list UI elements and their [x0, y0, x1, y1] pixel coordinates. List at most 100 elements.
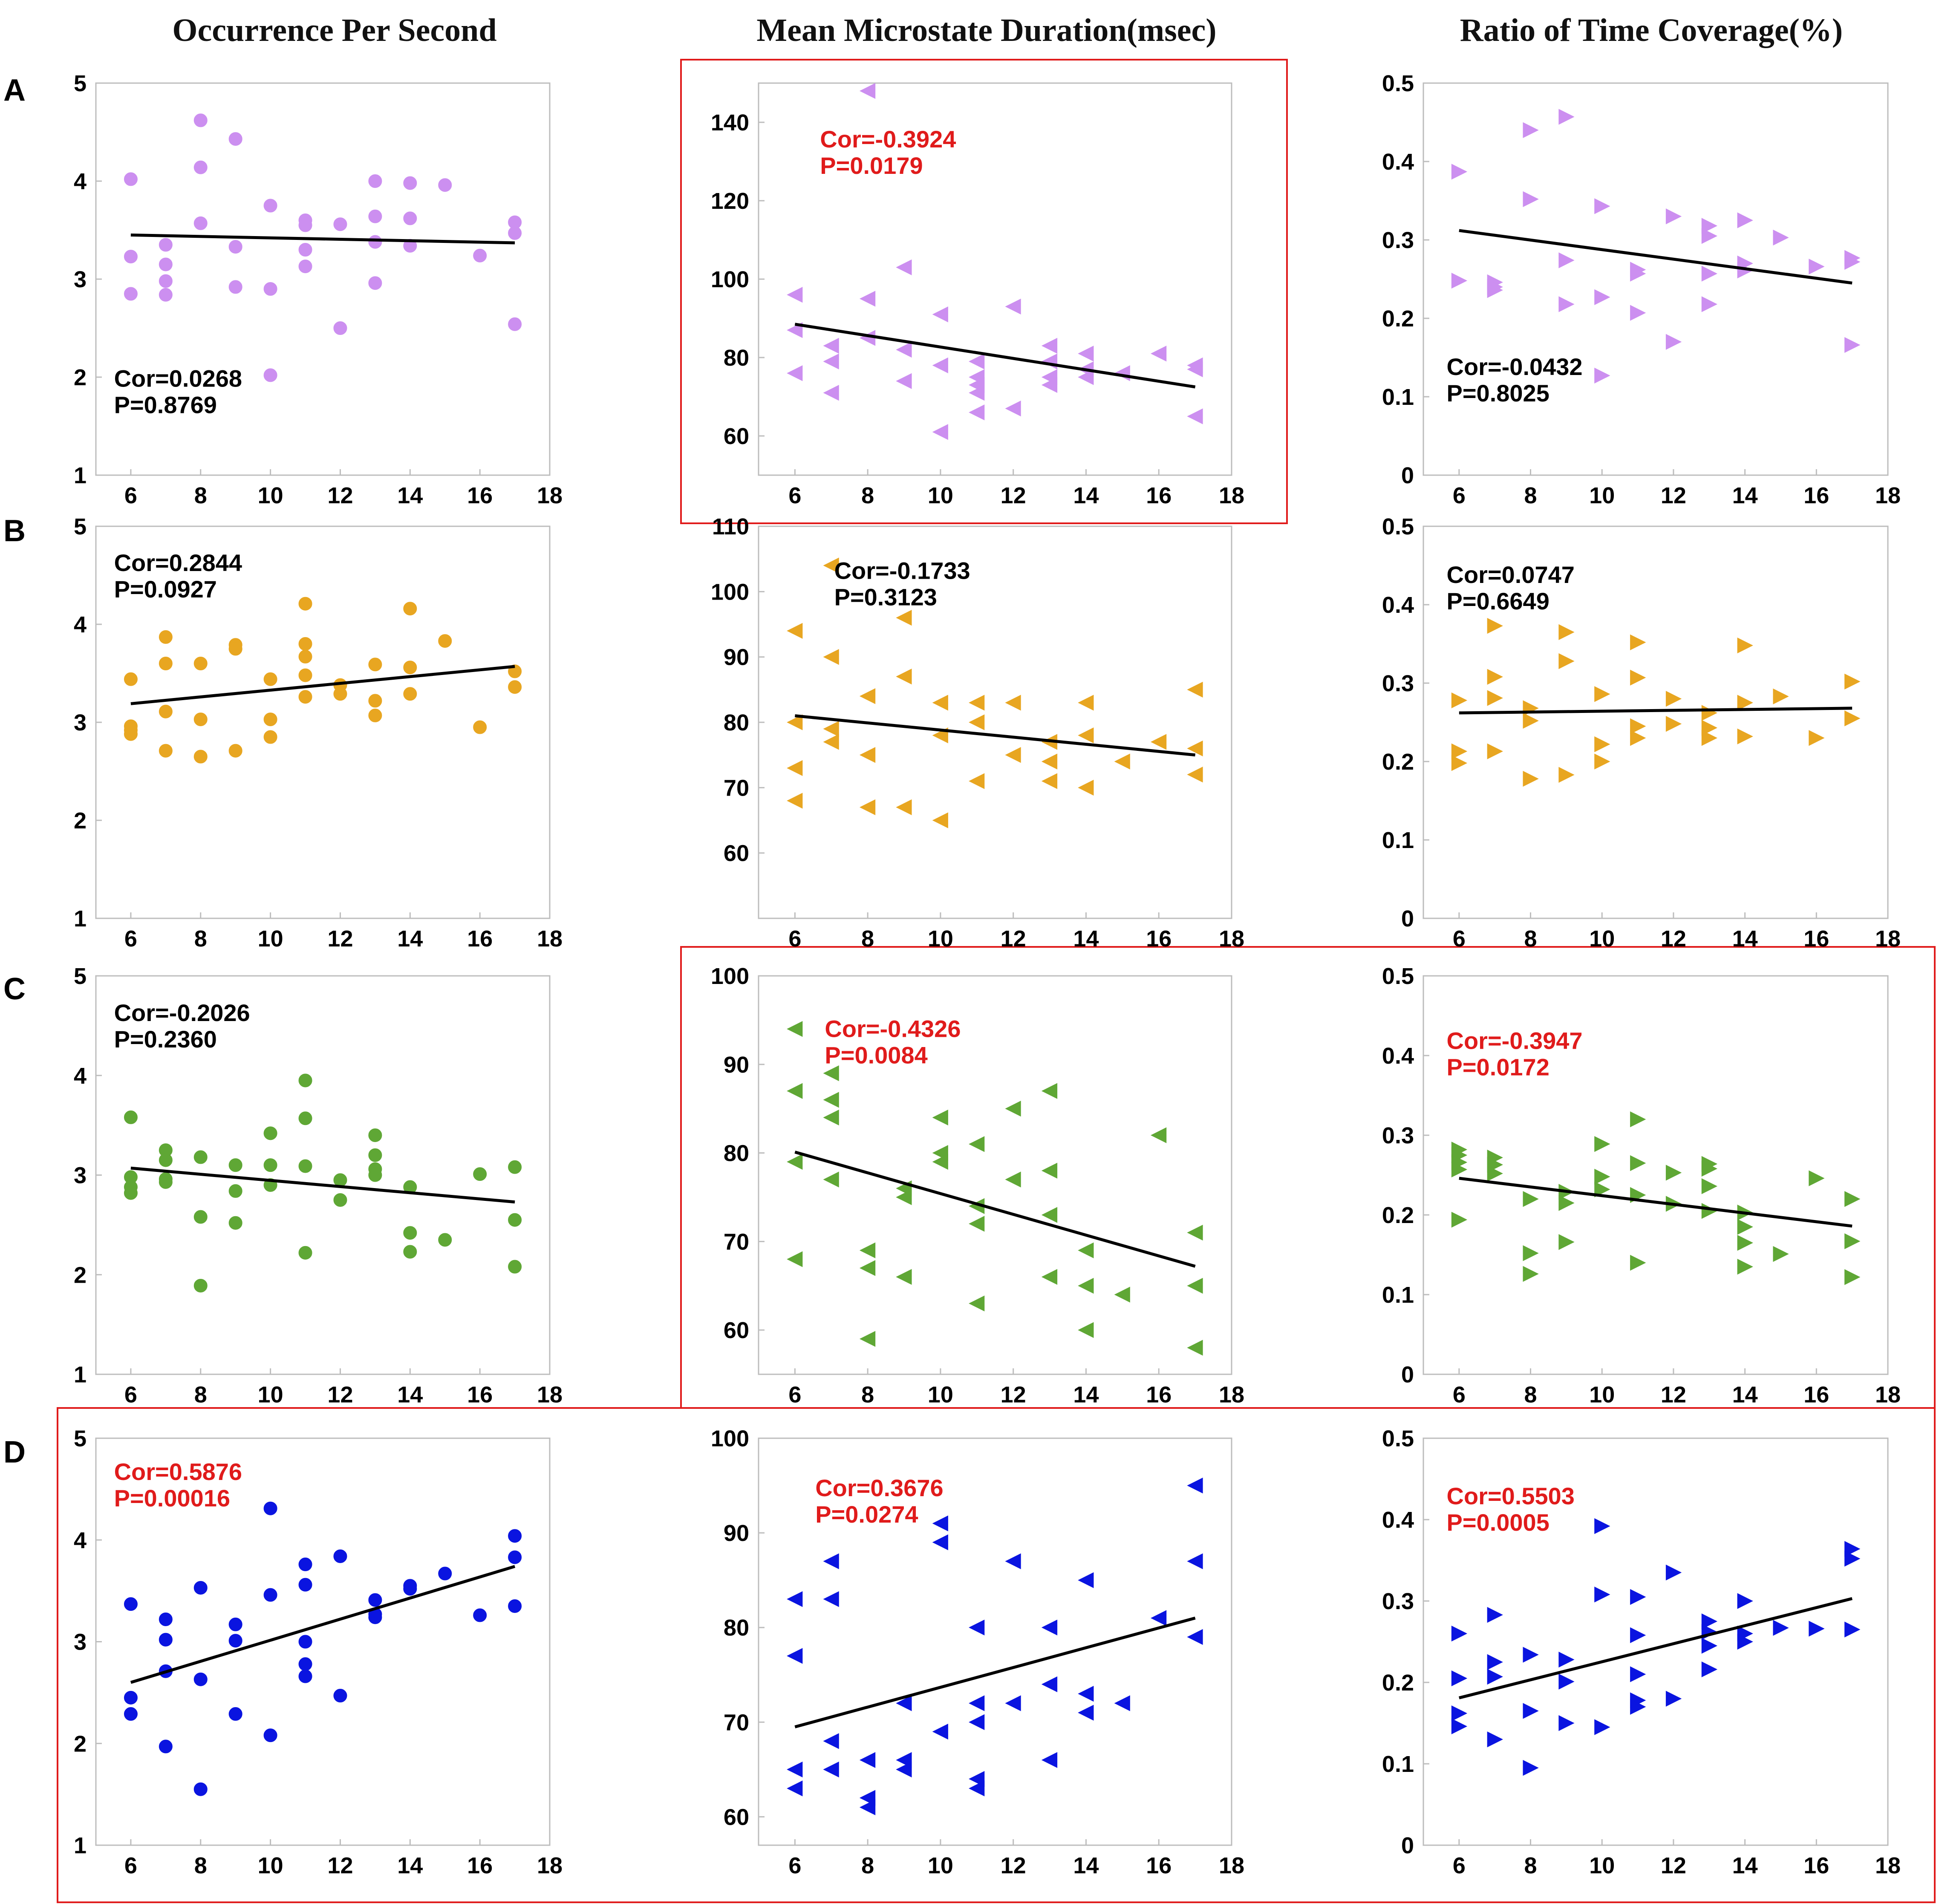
- x-tick-label: 8: [194, 1382, 207, 1408]
- scatter-plot-d2: 6 8 10 12 14 16 18 60 70 80 90 100 Cor=0.3676P=0.027…: [711, 1426, 1244, 1878]
- data-point: [159, 238, 173, 252]
- data-point: [438, 1566, 452, 1581]
- x-tick-label: 12: [1661, 1853, 1686, 1878]
- data-point: [859, 688, 876, 704]
- data-point: [1078, 1322, 1094, 1338]
- data-point: [1594, 1168, 1610, 1185]
- x-tick-label: 14: [397, 1382, 423, 1408]
- data-point: [859, 1242, 876, 1258]
- data-point: [1041, 1752, 1058, 1768]
- data-point: [1487, 690, 1503, 706]
- data-point: [1078, 369, 1094, 385]
- data-point: [1187, 740, 1203, 756]
- data-point: [1737, 1633, 1753, 1650]
- y-tick-label: 1: [74, 463, 87, 488]
- data-point: [823, 385, 839, 401]
- data-point: [298, 649, 312, 664]
- data-point: [193, 113, 208, 127]
- regression-line: [130, 1166, 515, 1204]
- data-point: [368, 276, 382, 290]
- data-point: [932, 424, 948, 440]
- data-point: [787, 1761, 803, 1777]
- data-point: [787, 322, 803, 338]
- data-point: [1844, 710, 1861, 727]
- x-tick-label: 6: [1453, 1382, 1466, 1408]
- row-label-b: B: [3, 514, 26, 548]
- data-point: [1809, 730, 1825, 746]
- data-point: [1187, 681, 1203, 698]
- data-point: [1078, 1278, 1094, 1294]
- data-point: [1701, 730, 1718, 746]
- data-point: [1005, 695, 1021, 711]
- data-point: [1665, 1564, 1682, 1581]
- regression-line: [794, 1151, 1196, 1268]
- data-point: [368, 1128, 382, 1142]
- y-tick-label: 70: [724, 775, 749, 801]
- data-point: [1701, 1160, 1718, 1177]
- y-tick-label: 0.4: [1382, 592, 1414, 618]
- x-tick-label: 6: [788, 483, 801, 508]
- data-point: [159, 1740, 173, 1754]
- data-point: [124, 172, 138, 186]
- data-point: [228, 280, 242, 294]
- data-point: [1630, 1699, 1646, 1715]
- data-point: [969, 1619, 985, 1636]
- p-value-label: P=0.8025: [1447, 380, 1549, 407]
- data-point: [508, 1599, 522, 1613]
- data-point: [298, 597, 312, 611]
- data-point: [159, 657, 173, 670]
- data-point: [823, 1591, 839, 1607]
- correlation-label: Cor=0.5503: [1447, 1483, 1575, 1509]
- data-point: [1737, 1219, 1753, 1235]
- data-point: [896, 1189, 912, 1206]
- data-point: [298, 218, 312, 232]
- regression-line: [1459, 707, 1852, 715]
- data-point: [508, 226, 522, 240]
- data-point: [823, 1109, 839, 1126]
- y-tick-label: 0.3: [1382, 671, 1414, 696]
- p-value-label: P=0.2360: [114, 1026, 217, 1053]
- data-point: [1041, 753, 1058, 770]
- data-point: [193, 1278, 208, 1292]
- data-point: [1701, 265, 1718, 282]
- data-point: [193, 216, 208, 230]
- x-tick-label: 12: [1661, 1382, 1686, 1408]
- data-point: [1187, 1553, 1203, 1569]
- plot-frame: [1423, 82, 1889, 476]
- data-point: [823, 721, 839, 737]
- data-point: [298, 1111, 312, 1125]
- data-point: [403, 687, 417, 701]
- data-point: [159, 1633, 173, 1647]
- data-point: [1558, 767, 1575, 783]
- data-point: [1630, 1111, 1646, 1128]
- highlight-frame-row-d: [57, 1407, 1936, 1903]
- x-tick-label: 18: [1219, 483, 1244, 508]
- data-point: [263, 1588, 277, 1602]
- data-point: [263, 730, 277, 744]
- x-tick-label: 10: [928, 1382, 953, 1408]
- data-point: [969, 1780, 985, 1797]
- data-point: [1558, 252, 1575, 268]
- data-point: [1630, 634, 1646, 650]
- x-tick-label: 10: [1589, 926, 1615, 952]
- y-tick-label: 0.4: [1382, 149, 1414, 175]
- data-point: [1844, 337, 1861, 353]
- x-tick-label: 14: [397, 926, 423, 952]
- data-point: [333, 687, 347, 701]
- data-point: [1809, 1170, 1825, 1186]
- data-point: [1005, 1101, 1021, 1117]
- row-label-d: D: [3, 1435, 26, 1469]
- y-tick-label: 0.2: [1382, 749, 1414, 775]
- y-tick-label: 0.2: [1382, 306, 1414, 332]
- data-point: [403, 602, 417, 616]
- data-point: [368, 708, 382, 722]
- data-point: [159, 1153, 173, 1167]
- data-point: [1487, 1669, 1503, 1685]
- data-point: [1773, 1620, 1789, 1636]
- x-tick-label: 18: [1219, 926, 1244, 952]
- y-tick-label: 5: [74, 964, 87, 989]
- y-tick-label: 110: [712, 514, 749, 539]
- x-tick-label: 12: [1001, 1853, 1026, 1878]
- data-point: [1187, 1340, 1203, 1356]
